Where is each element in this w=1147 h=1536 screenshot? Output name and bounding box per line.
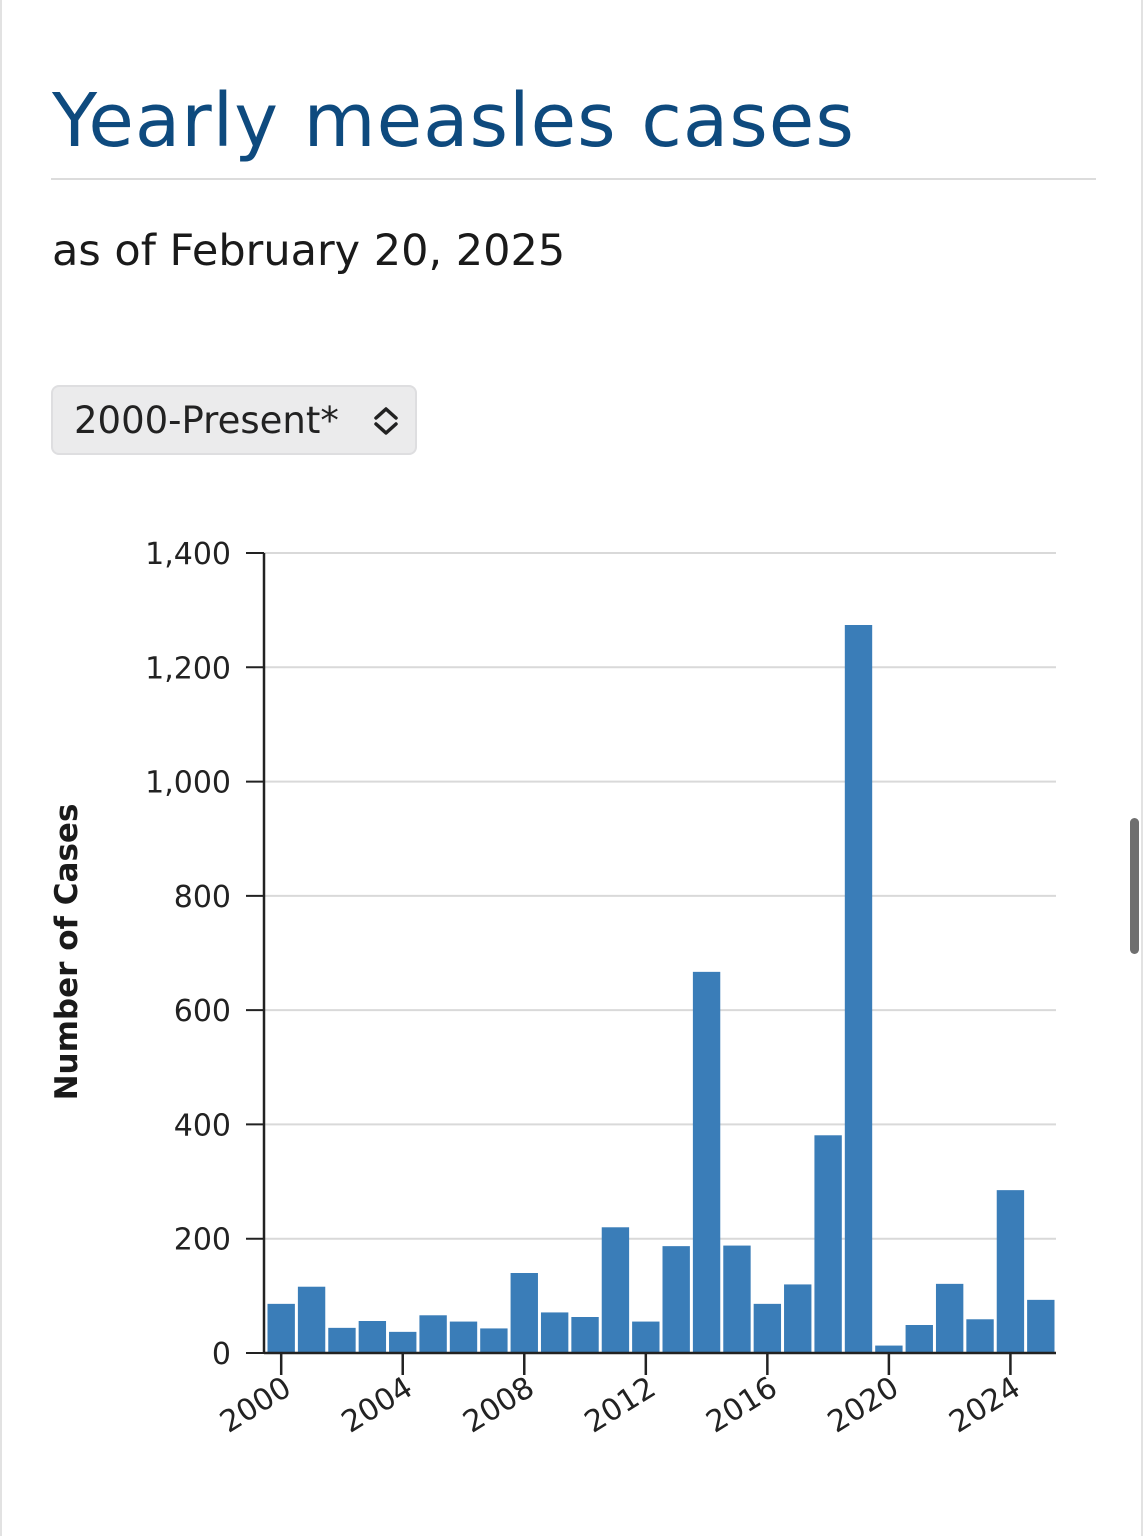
x-tick-label: 2004 [336, 1370, 419, 1440]
x-tick-label: 2000 [214, 1370, 297, 1440]
bar-2000[interactable] [267, 1303, 295, 1353]
bar-2013[interactable] [662, 1246, 690, 1353]
page-subtitle: as of February 20, 2025 [52, 226, 566, 276]
y-tick-label: 400 [174, 1108, 231, 1143]
bar-2020[interactable] [875, 1345, 903, 1353]
y-tick-label: 600 [174, 994, 231, 1029]
x-tick-label: 2016 [700, 1370, 783, 1440]
x-tick-label: 2024 [943, 1370, 1026, 1440]
x-tick-label: 2020 [822, 1370, 905, 1440]
chart-gridlines [264, 552, 1056, 1240]
bar-2001[interactable] [297, 1286, 326, 1353]
bar-2011[interactable] [601, 1227, 630, 1353]
bar-2003[interactable] [358, 1321, 387, 1353]
bar-2007[interactable] [480, 1328, 508, 1353]
bar-2006[interactable] [449, 1321, 478, 1353]
x-tick-label: 2012 [579, 1370, 662, 1440]
y-tick-label: 1,000 [145, 766, 231, 801]
title-divider [51, 178, 1096, 180]
scrollbar-thumb[interactable] [1130, 818, 1139, 954]
y-tick-label: 1,200 [145, 651, 231, 686]
bar-2002[interactable] [328, 1327, 356, 1353]
bar-2008[interactable] [510, 1273, 538, 1353]
y-tick-label: 1,400 [145, 537, 231, 572]
bar-2014[interactable] [692, 971, 721, 1353]
page-title: Yearly measles cases [52, 78, 855, 164]
y-axis-title: Number of Cases [49, 804, 85, 1101]
bar-2009[interactable] [540, 1312, 569, 1353]
y-tick-label: 200 [174, 1223, 231, 1258]
year-range-select[interactable]: 2000-Present* [51, 385, 417, 455]
bar-2016[interactable] [753, 1303, 782, 1353]
bar-2012[interactable] [632, 1321, 660, 1353]
bar-2010[interactable] [571, 1317, 599, 1353]
bar-2004[interactable] [389, 1331, 417, 1353]
y-tick-label: 0 [212, 1337, 231, 1372]
x-tick-label: 2008 [457, 1370, 540, 1440]
bar-2015[interactable] [723, 1245, 751, 1353]
bar-2005[interactable] [419, 1315, 447, 1353]
chevron-up-down-icon [371, 403, 401, 439]
bar-2018[interactable] [814, 1135, 842, 1353]
y-tick-label: 800 [174, 880, 231, 915]
year-range-select-value: 2000-Present* [74, 399, 339, 442]
bar-2025[interactable] [1027, 1299, 1055, 1353]
bar-2019[interactable] [844, 625, 873, 1353]
bar-2022[interactable] [935, 1283, 964, 1353]
chart-bars [267, 625, 1055, 1353]
bar-2024[interactable] [996, 1190, 1025, 1353]
measles-bar-chart: 0 200 400 600 800 1,000 1,200 1,400 2000 2004 2008… [49, 537, 1056, 1440]
bar-2017[interactable] [784, 1284, 812, 1353]
bar-2021[interactable] [905, 1325, 933, 1353]
bar-2023[interactable] [966, 1319, 994, 1353]
